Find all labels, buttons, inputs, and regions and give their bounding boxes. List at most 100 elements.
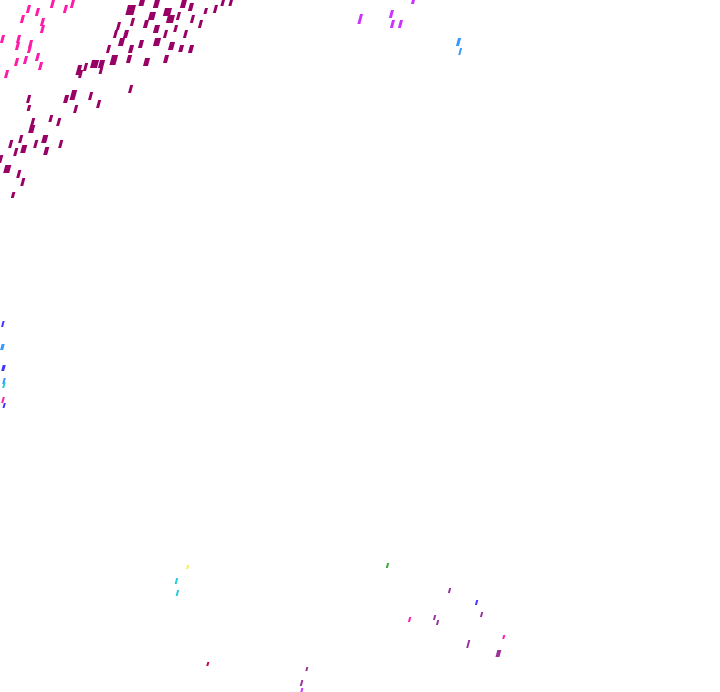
cluster-marker — [128, 85, 134, 93]
violet-marker — [357, 14, 364, 24]
cluster-marker — [89, 60, 100, 68]
cluster-marker — [197, 20, 204, 28]
cluster-marker — [212, 5, 219, 13]
cluster-marker — [162, 55, 170, 63]
purple-marker — [435, 620, 440, 625]
cluster-marker — [187, 45, 195, 53]
cluster-marker — [125, 55, 133, 63]
cluster-marker — [98, 68, 104, 74]
purple-marker — [495, 650, 502, 657]
cluster-marker — [220, 0, 225, 6]
cluster-marker — [109, 55, 119, 65]
cluster-marker — [228, 0, 233, 6]
cluster-marker — [28, 125, 36, 133]
cluster-marker — [43, 147, 50, 155]
purple-marker — [447, 588, 452, 593]
pink-marker — [34, 8, 41, 16]
cluster-marker — [152, 0, 160, 8]
pink-marker — [13, 58, 20, 66]
cluster-marker — [88, 92, 94, 100]
cluster-marker — [8, 140, 14, 148]
cluster-marker — [58, 140, 64, 148]
cluster-marker — [77, 70, 84, 78]
cluster-marker — [173, 25, 179, 32]
pink-marker — [3, 70, 10, 78]
cluster-marker — [152, 25, 161, 33]
cluster-marker — [112, 30, 119, 38]
violet-marker — [389, 20, 396, 28]
cluster-marker — [0, 155, 4, 163]
violet-marker — [410, 0, 415, 4]
cluster-marker — [187, 3, 195, 11]
blue-marker — [455, 38, 462, 46]
cluster-marker — [203, 8, 209, 14]
cluster-marker — [18, 135, 24, 143]
cluster-marker — [125, 5, 137, 15]
cyan-marker — [175, 590, 180, 596]
cluster-marker — [162, 30, 169, 38]
cluster-marker — [56, 118, 62, 126]
cluster-marker — [26, 95, 32, 103]
violet-marker — [397, 20, 404, 28]
cluster-marker — [73, 105, 79, 113]
purple-marker — [432, 615, 437, 620]
indigo-marker — [1, 321, 5, 327]
cluster-marker — [69, 90, 78, 100]
cluster-marker — [48, 115, 54, 122]
purple-marker — [305, 667, 309, 671]
cluster-marker — [115, 22, 122, 30]
cyan-marker — [174, 578, 179, 584]
cluster-marker — [26, 105, 32, 111]
cluster-marker — [167, 42, 176, 50]
cluster-marker — [142, 20, 150, 28]
blue-marker — [458, 48, 463, 55]
yellow-marker — [186, 565, 190, 569]
cluster-marker — [3, 165, 12, 173]
blue-marker — [0, 344, 5, 350]
indigo-marker — [474, 600, 479, 605]
cluster-marker — [129, 18, 136, 26]
cluster-marker — [178, 45, 185, 52]
purple-marker — [479, 612, 484, 617]
pink-marker — [0, 35, 6, 43]
cluster-marker — [97, 60, 106, 68]
cluster-marker — [162, 8, 173, 16]
cluster-marker — [20, 178, 26, 186]
violet-marker — [388, 10, 395, 18]
pink-marker — [26, 45, 33, 53]
green-marker — [385, 563, 390, 568]
cluster-marker — [20, 145, 28, 153]
cluster-marker — [122, 30, 130, 38]
cluster-marker — [13, 148, 19, 156]
indigo-marker — [2, 403, 6, 408]
cluster-marker — [189, 15, 196, 23]
pink-marker — [502, 635, 506, 639]
violet-marker — [300, 688, 304, 692]
cluster-marker — [137, 40, 145, 48]
cluster-marker — [147, 12, 157, 20]
pink-marker — [49, 0, 55, 8]
cluster-marker — [82, 63, 89, 71]
cluster-marker — [179, 0, 187, 8]
pink-marker — [19, 15, 26, 23]
cluster-marker — [175, 12, 182, 20]
cluster-marker — [10, 192, 16, 198]
cluster-marker — [142, 58, 151, 66]
pink-marker — [39, 18, 46, 26]
pink-marker — [34, 53, 41, 61]
cluster-marker — [30, 118, 36, 126]
pink-marker — [22, 56, 29, 64]
cluster-marker — [75, 65, 83, 75]
cluster-marker — [33, 140, 39, 148]
cluster-marker — [152, 38, 162, 46]
pink-marker — [37, 62, 44, 70]
cluster-marker — [117, 38, 126, 46]
purple-marker — [299, 680, 304, 686]
cluster-marker — [127, 45, 135, 53]
cluster-marker — [63, 95, 70, 103]
cluster-marker — [41, 135, 49, 143]
cluster-marker — [165, 15, 176, 23]
blue-marker — [2, 378, 6, 384]
indigo-marker — [1, 365, 6, 371]
